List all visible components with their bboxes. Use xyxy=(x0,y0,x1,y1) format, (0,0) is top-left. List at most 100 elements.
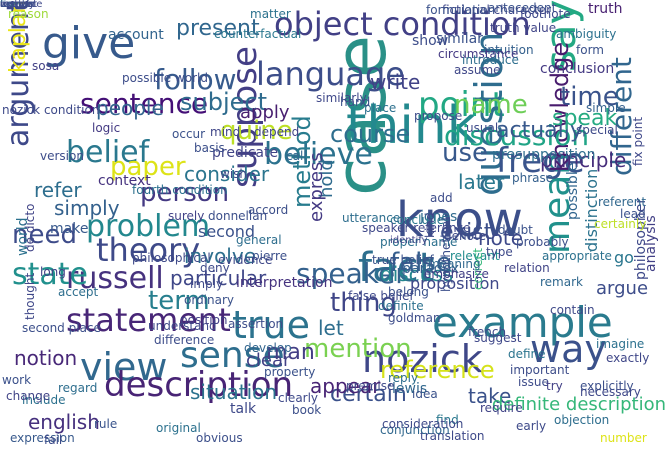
word-proper-name: proper name xyxy=(380,235,458,249)
word-truth-value: truth value xyxy=(490,21,557,35)
word-present: present xyxy=(176,16,260,41)
word-de-dicto: de dicto xyxy=(23,203,37,252)
word-belong: belong xyxy=(388,285,429,299)
word-description: description xyxy=(104,365,294,405)
word-show: show xyxy=(412,33,449,49)
word-use: use xyxy=(442,138,489,168)
word-false-belief: false belief xyxy=(348,289,414,303)
word-think: think xyxy=(346,96,477,156)
word-deny: deny xyxy=(200,261,230,275)
word-accept: accept xyxy=(58,285,99,299)
word-note: note xyxy=(478,226,524,250)
word-fail: fail xyxy=(44,433,63,447)
word-problem: problem xyxy=(86,209,211,244)
word-appear: appear xyxy=(310,374,381,398)
word-speaker: speaker xyxy=(296,257,407,290)
word-translation: translation xyxy=(420,429,485,443)
word-define: define xyxy=(508,347,546,361)
word-understand: understand xyxy=(148,319,217,333)
word-believe: believe xyxy=(264,137,373,172)
word-reference: reference xyxy=(380,356,495,384)
word-fact: fact xyxy=(358,245,435,291)
word-example: example xyxy=(432,298,613,347)
word-later: later xyxy=(458,170,505,194)
word-formulation: formulation xyxy=(426,3,496,17)
word-property: property xyxy=(264,365,316,379)
word-rule: rule xyxy=(94,417,118,431)
word-time: time xyxy=(560,82,619,112)
word-truth: truth xyxy=(588,1,623,17)
word-basis: basis xyxy=(194,141,225,155)
word-antecedent: antecedent xyxy=(488,1,557,15)
word-nozick-condition: nozick condition xyxy=(2,103,100,117)
word-mention: mention xyxy=(304,334,412,364)
word-pierre: pierre xyxy=(252,249,288,263)
word-merely: merely xyxy=(0,0,35,10)
word-objection: objection xyxy=(554,413,610,427)
word-term: term xyxy=(148,286,210,316)
word-sosa: sosa xyxy=(32,59,60,73)
word-special: special xyxy=(576,123,618,137)
word-respect: respect xyxy=(0,0,38,10)
word-type: type xyxy=(486,245,513,259)
word-instance: instance xyxy=(0,0,43,10)
word-call: call xyxy=(286,149,307,163)
word-speak: speak xyxy=(552,106,618,131)
word-express: express xyxy=(306,152,327,222)
word-logic: logic xyxy=(92,121,121,135)
word-thought: thought xyxy=(23,272,37,320)
word-false: false xyxy=(390,248,452,278)
word-denote: denote xyxy=(444,229,487,243)
word-hypothetical: hypothetical xyxy=(439,217,453,292)
word-evidence: evidence xyxy=(218,253,273,267)
word-introduce: introduce xyxy=(462,53,519,67)
word-take: take xyxy=(468,384,512,408)
word-form: form xyxy=(576,43,604,57)
word-exactly: exactly xyxy=(606,351,650,365)
word-quine: quine xyxy=(220,116,293,146)
word-consideration: consideration xyxy=(382,417,464,431)
word-lead: lead xyxy=(620,207,646,221)
word-sentence: sentence xyxy=(80,87,209,120)
word-hand: hand xyxy=(340,95,371,109)
word-goldman: goldman xyxy=(388,311,441,325)
word-fine: fine xyxy=(0,0,19,10)
word-premise: premise xyxy=(346,379,395,393)
word-talk: talk xyxy=(230,401,257,417)
word-meaning: meaning xyxy=(428,257,481,271)
word-long: long xyxy=(40,265,66,279)
word-book: book xyxy=(292,403,322,417)
word-distinction: distinction xyxy=(582,168,601,252)
word-argue: argue xyxy=(596,278,649,299)
word-suggest: suggest xyxy=(474,331,522,345)
word-definite-description: definite description xyxy=(491,394,666,415)
word-definite: definite xyxy=(378,299,424,313)
word-identify: identify xyxy=(390,235,428,246)
word-paradox: paradox xyxy=(402,261,460,277)
word-belief: belief xyxy=(66,135,150,170)
word-depend: depend xyxy=(254,125,300,139)
word-conjunction: conjunction xyxy=(380,423,450,437)
word-true: true xyxy=(232,303,310,347)
word-possible-world: possible world xyxy=(122,71,208,85)
word-probably: probably xyxy=(516,235,569,249)
word-donnellan: donnellan xyxy=(208,209,268,223)
word-go: go xyxy=(614,248,634,267)
word-actually: actually xyxy=(496,118,583,143)
word-clearly: clearly xyxy=(278,391,319,405)
word-interpretation: interpretation xyxy=(236,275,333,291)
word-change: change xyxy=(6,389,51,403)
word-language: language xyxy=(256,55,405,93)
word-regard: regard xyxy=(58,381,98,395)
word-way: way xyxy=(530,327,607,371)
word-discuss: discuss xyxy=(380,262,454,286)
word-simply: simply xyxy=(54,196,120,220)
word-theory: theory xyxy=(96,231,201,269)
word-know: know xyxy=(396,192,523,248)
word-second: second xyxy=(198,222,256,241)
word-philosophical: philosophical xyxy=(132,251,211,265)
word-person: person xyxy=(140,178,230,208)
word-view: view xyxy=(80,345,168,389)
word-relevant: relevant xyxy=(450,249,500,263)
word-thing: thing xyxy=(330,288,397,318)
